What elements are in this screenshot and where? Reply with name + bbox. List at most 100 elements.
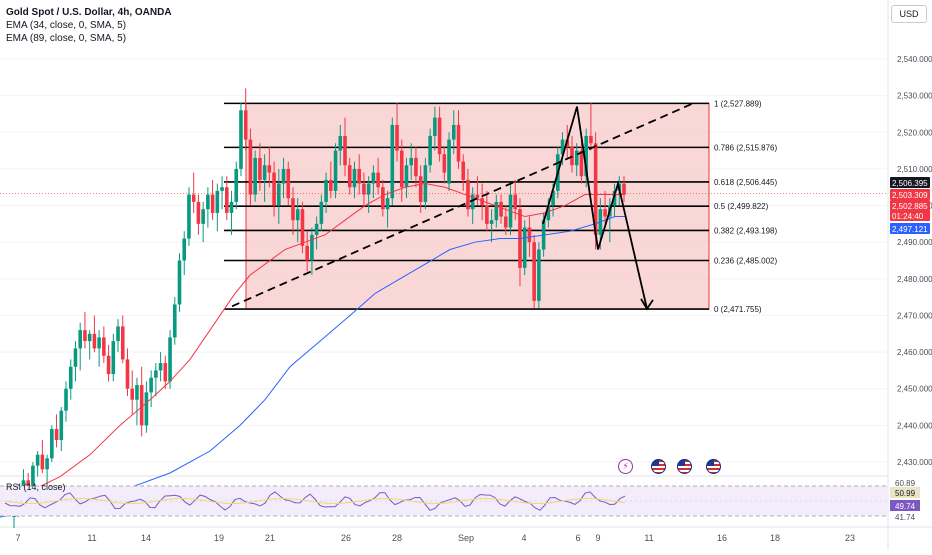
candle [451, 110, 456, 155]
candle-body [31, 465, 35, 495]
rsi-badge-bg [890, 500, 920, 511]
candle [40, 440, 45, 473]
candle-body [73, 348, 78, 367]
candle [366, 176, 371, 213]
candle [78, 322, 83, 371]
candle-body [97, 337, 101, 349]
candle [433, 106, 437, 151]
price-badge-text: 01:24:40 [892, 212, 924, 221]
rsi-ma-line [4, 497, 626, 505]
candle [466, 168, 470, 217]
candle-body [338, 135, 343, 151]
time-tick-label: 4 [521, 533, 526, 543]
candle [310, 227, 314, 276]
candle [191, 172, 196, 213]
candle-body [182, 238, 187, 261]
candle [253, 150, 257, 202]
us-flag-icon[interactable] [706, 459, 721, 474]
candle-body [546, 205, 551, 221]
candle [499, 194, 503, 224]
candle [163, 355, 168, 389]
candle [83, 311, 87, 349]
price-tick-label: 2,540.000 [897, 55, 932, 64]
candle [381, 179, 385, 217]
price-badge-text: 2,502.885 [892, 202, 928, 211]
candle-body [494, 201, 499, 221]
candle-body [135, 385, 139, 400]
candle [267, 146, 272, 188]
candle [286, 161, 291, 206]
candle [409, 143, 414, 180]
candle [97, 330, 101, 367]
candle [522, 220, 527, 276]
rsi-axis-label: 60.89 [895, 479, 916, 488]
candle-body [234, 168, 239, 202]
candle [172, 297, 177, 345]
candle [532, 234, 536, 309]
candle [45, 454, 49, 484]
candle [489, 209, 494, 243]
candle-body [480, 198, 484, 206]
candle-body [83, 330, 87, 342]
rsi-axis-label: 41.74 [895, 513, 916, 522]
candle-body [399, 150, 404, 188]
candle-body [376, 172, 380, 188]
candle [291, 187, 295, 235]
candle-body [532, 242, 536, 301]
candle-body [277, 183, 281, 206]
candle-body [21, 480, 26, 488]
candle [376, 157, 380, 195]
candle-body [352, 168, 357, 188]
candle [220, 176, 224, 210]
rsi-legend[interactable]: RSI (14, close) [6, 482, 66, 492]
price-tick-label: 2,520.000 [897, 128, 932, 137]
candle [503, 205, 508, 235]
candle-body [224, 187, 229, 213]
candle [447, 132, 451, 191]
candle-body [574, 150, 579, 166]
ema-89-legend[interactable]: EMA (89, close, 0, SMA, 5) [6, 33, 127, 44]
ema-line [0, 216, 625, 518]
candle [158, 352, 163, 382]
candle-body [447, 139, 451, 184]
candle-body [154, 370, 158, 378]
candle [229, 190, 234, 235]
projection-path [542, 106, 648, 310]
time-tick-label: 16 [717, 533, 727, 543]
candle [262, 154, 267, 202]
ema-34-legend[interactable]: EMA (34, close, 0, SMA, 5) [6, 20, 127, 31]
candle [314, 216, 319, 250]
currency-button[interactable]: USD [891, 5, 927, 23]
price-badge: 2,506.395 [890, 177, 930, 188]
candle [272, 161, 276, 217]
candle-body [489, 220, 494, 224]
candle [111, 333, 116, 382]
candle [612, 183, 617, 217]
us-flag-icon[interactable] [677, 459, 692, 474]
ema-line [0, 183, 625, 500]
candle-body [35, 454, 40, 466]
us-flag-icon[interactable] [651, 459, 666, 474]
candle-body [187, 194, 191, 239]
candle-body [475, 194, 480, 199]
candle-body [414, 157, 418, 177]
price-tick-label: 2,510.000 [897, 165, 932, 174]
candle [622, 176, 626, 202]
candle-body [560, 139, 565, 155]
candle-body [258, 157, 262, 180]
candle-body [612, 190, 617, 206]
candle-body [172, 304, 177, 338]
candle [234, 161, 239, 210]
candle [537, 242, 541, 309]
lightning-icon[interactable]: ⚡ [618, 459, 633, 474]
candle [395, 102, 399, 162]
candle-body [385, 198, 390, 210]
candle [352, 161, 357, 199]
candle [574, 143, 579, 177]
symbol-title[interactable]: Gold Spot / U.S. Dollar, 4h, OANDA [6, 7, 172, 18]
candle-body [239, 110, 243, 169]
candle-body [579, 150, 584, 177]
candle-body [295, 209, 300, 221]
